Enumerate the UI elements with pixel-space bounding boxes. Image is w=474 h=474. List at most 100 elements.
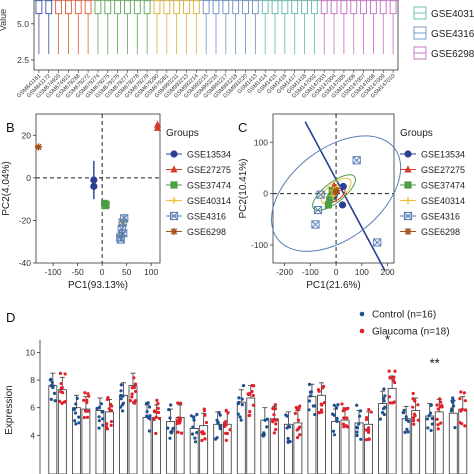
jitter-point (119, 389, 123, 393)
jitter-point (130, 395, 134, 399)
jitter-point (133, 389, 138, 394)
legend-dot (359, 328, 365, 334)
jitter-point (176, 430, 180, 434)
jitter-point (378, 417, 382, 421)
jitter-point (428, 411, 433, 415)
jitter-point (248, 409, 252, 414)
jitter-point (86, 409, 90, 413)
x-tick-label: 200 (380, 267, 394, 277)
bar (213, 423, 223, 474)
jitter-point (152, 417, 156, 422)
jitter-point (201, 430, 205, 434)
jitter-point (241, 384, 246, 388)
jitter-point (251, 403, 256, 407)
jitter-point (265, 425, 269, 429)
jitter-point (463, 408, 468, 412)
jitter-point (439, 400, 443, 404)
jitter-point (216, 421, 220, 425)
jitter-point (49, 397, 53, 401)
bar (283, 423, 293, 474)
jitter-point (411, 391, 415, 396)
y-tick-label: 8 (30, 375, 35, 385)
legend-marker (170, 181, 178, 189)
box (370, 0, 377, 15)
box (291, 0, 299, 15)
x-tick-label: 0 (334, 267, 339, 277)
jitter-point (387, 395, 392, 399)
jitter-point (382, 399, 386, 403)
jitter-point (430, 422, 434, 426)
jitter-point (217, 410, 221, 415)
data-point (333, 186, 341, 195)
jitter-point (147, 429, 152, 433)
jitter-point (218, 424, 222, 428)
jitter-point (382, 387, 386, 391)
legend-label: GSE6298 (431, 49, 474, 60)
jitter-point (273, 407, 278, 411)
bar (317, 394, 326, 474)
jitter-point (367, 428, 371, 433)
jitter-point (345, 416, 349, 420)
jitter-point (296, 418, 301, 422)
jitter-point (392, 375, 396, 379)
box (173, 0, 181, 15)
jitter-point (224, 408, 228, 412)
x-tick-label: 100 (355, 267, 369, 277)
jitter-point (332, 403, 336, 407)
jitter-point (335, 416, 339, 421)
jitter-point (100, 410, 104, 414)
jitter-point (77, 421, 81, 425)
bar (260, 419, 270, 474)
box (124, 0, 131, 15)
jitter-point (411, 397, 415, 401)
jitter-point (405, 427, 409, 431)
data-point (316, 190, 325, 199)
jitter-point (144, 401, 149, 406)
jitter-point (58, 399, 62, 403)
jitter-point (190, 432, 195, 436)
legend-label: GSE6298 (421, 227, 460, 237)
jitter-point (49, 377, 53, 382)
jitter-point (200, 438, 204, 443)
box (45, 0, 53, 15)
jitter-point (130, 386, 134, 390)
jitter-point (225, 431, 229, 436)
legend-marker (404, 150, 412, 158)
jitter-point (317, 389, 321, 393)
data-point (338, 201, 347, 209)
jitter-point (178, 401, 183, 405)
jitter-point (215, 418, 219, 422)
jitter-point (435, 403, 439, 407)
jitter-point (213, 437, 218, 441)
jitter-point (272, 413, 276, 417)
jitter-point (383, 405, 387, 409)
jitter-point (53, 399, 57, 403)
jitter-point (450, 407, 454, 411)
jitter-point (316, 411, 321, 415)
box (94, 0, 102, 15)
data-point (153, 123, 162, 131)
jitter-point (121, 394, 125, 398)
box (74, 0, 82, 15)
jitter-point (458, 396, 462, 401)
jitter-point (130, 392, 134, 396)
jitter-point (132, 400, 136, 405)
jitter-point (59, 381, 63, 386)
legend-label: GSE4316 (187, 212, 226, 222)
bar (458, 408, 468, 474)
jitter-point (171, 426, 175, 431)
jitter-point (119, 397, 123, 401)
jitter-point (307, 399, 312, 403)
y-tick-label: 0 (263, 189, 268, 199)
jitter-point (72, 407, 76, 412)
jitter-point (287, 425, 292, 429)
jitter-point (109, 423, 113, 427)
jitter-point (416, 418, 420, 422)
jitter-point (132, 376, 136, 380)
jitter-point (297, 426, 301, 431)
jitter-point (238, 415, 242, 419)
jitter-point (309, 390, 313, 394)
jitter-point (307, 408, 311, 412)
legend-label: GSE6298 (187, 227, 226, 237)
